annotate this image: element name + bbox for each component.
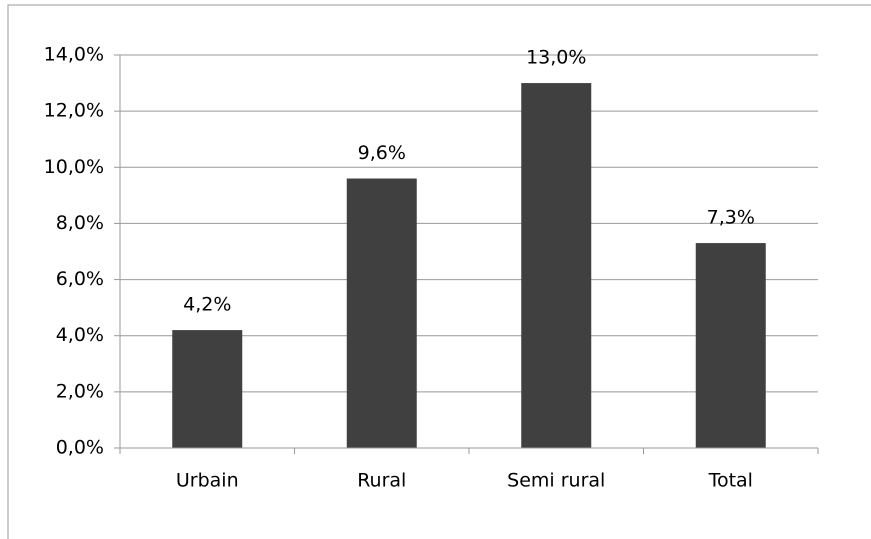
data-label: 13,0%	[526, 47, 586, 69]
bar	[346, 178, 417, 448]
data-label: 9,6%	[358, 142, 406, 164]
y-tick-label: 2,0%	[56, 380, 104, 402]
y-tick-label: 10,0%	[44, 156, 104, 178]
data-label: 4,2%	[183, 294, 231, 316]
x-tick-label: Total	[708, 470, 753, 492]
bar	[172, 330, 243, 448]
y-tick-label: 14,0%	[44, 44, 104, 66]
y-tick-label: 0,0%	[56, 437, 104, 459]
y-tick-label: 6,0%	[56, 268, 104, 290]
frame	[7, 4, 871, 539]
data-label: 7,3%	[707, 207, 755, 229]
y-tick-label: 8,0%	[56, 212, 104, 234]
x-tick-label: Semi rural	[507, 470, 605, 492]
x-tick-label: Rural	[357, 470, 406, 492]
bar	[695, 243, 766, 448]
y-tick-label: 12,0%	[44, 100, 104, 122]
y-tick-label: 4,0%	[56, 324, 104, 346]
bar	[521, 83, 592, 449]
x-tick-label: Urbain	[176, 470, 239, 492]
